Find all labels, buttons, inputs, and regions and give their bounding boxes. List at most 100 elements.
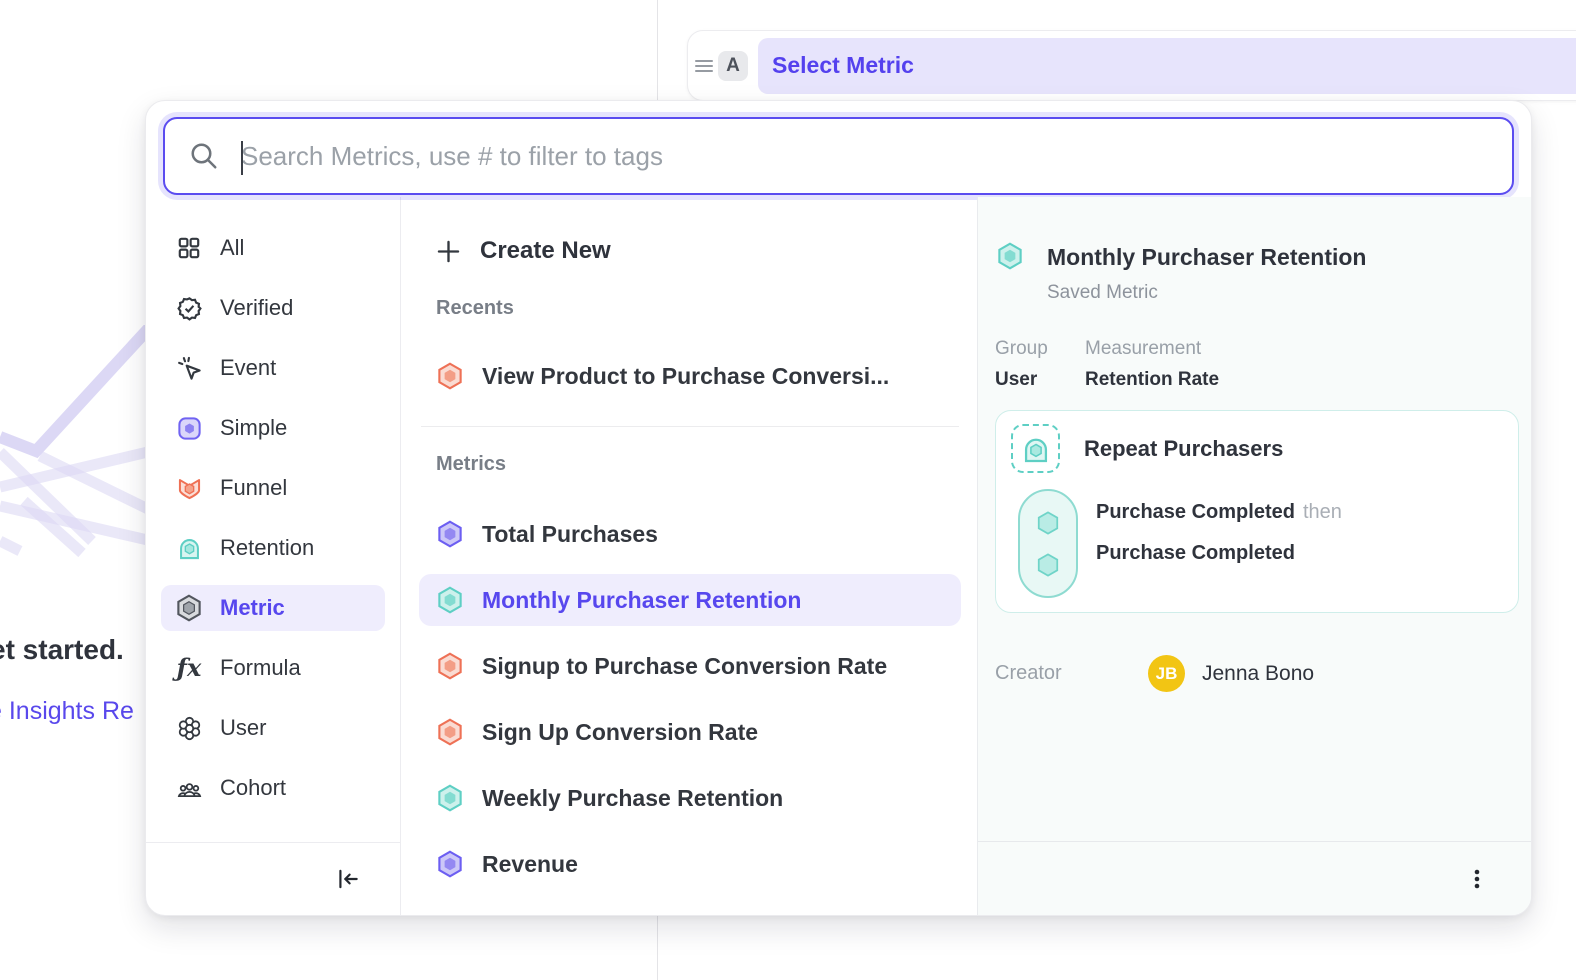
sidebar-item-all[interactable]: All <box>161 225 385 271</box>
retention-dashed-icon <box>1011 424 1060 473</box>
sidebar-item-label: Verified <box>220 295 294 320</box>
recent-item-label: View Product to Purchase Conversi... <box>482 362 890 389</box>
plus-icon <box>437 240 460 262</box>
sidebar-item-event[interactable]: Event <box>161 345 385 391</box>
metric-item-label: Revenue <box>482 850 578 877</box>
cohort-people-icon <box>175 774 203 802</box>
grid-icon <box>175 234 203 262</box>
detail-footer <box>978 841 1531 915</box>
text-caret <box>241 141 243 175</box>
metric-list: Total Purchases Monthly Purchaser Retent… <box>419 508 961 890</box>
search-box <box>163 117 1514 195</box>
verified-badge-icon <box>175 294 203 322</box>
sidebar-item-label: Metric <box>220 595 285 620</box>
metric-item-weekly-purchase-retention[interactable]: Weekly Purchase Retention <box>419 772 961 824</box>
sidebar-item-simple[interactable]: Simple <box>161 405 385 451</box>
metric-hexagon-icon <box>438 586 462 614</box>
sidebar-item-label: Simple <box>220 415 288 440</box>
metric-item-label: Sign Up Conversion Rate <box>482 718 759 745</box>
metric-item-label: Signup to Purchase Conversion Rate <box>482 652 888 679</box>
sidebar-item-label: All <box>220 235 245 260</box>
retention-metric-icon <box>175 534 203 562</box>
creator-label: Creator <box>995 662 1062 684</box>
card-title: Repeat Purchasers <box>1084 435 1284 461</box>
sidebar-item-funnel[interactable]: Funnel <box>161 465 385 511</box>
step-1-event: Purchase Completed <box>1096 501 1295 523</box>
detail-subtitle: Saved Metric <box>1047 282 1158 303</box>
event-hexagon-icon <box>1037 552 1059 577</box>
sidebar-item-cohort[interactable]: Cohort <box>161 765 385 811</box>
metric-hexagon-icon <box>438 718 462 746</box>
creator-name: Jenna Bono <box>1202 661 1315 685</box>
creator-row: Creator JB Jenna Bono <box>995 655 1519 692</box>
metric-hexagon-icon <box>438 784 462 812</box>
group-value: User <box>995 369 1038 390</box>
collapse-left-icon <box>339 869 358 889</box>
step-2-event: Purchase Completed <box>1096 542 1295 564</box>
select-metric-button[interactable]: Select Metric <box>758 37 1576 94</box>
sidebar-footer <box>146 842 400 915</box>
event-sequence-capsule <box>1018 489 1078 598</box>
event-cursor-icon <box>175 354 203 382</box>
series-a-badge[interactable]: A <box>718 50 748 81</box>
metric-hexagon-icon <box>438 652 462 680</box>
funnel-hexagon-icon <box>438 362 462 390</box>
measurement-value: Retention Rate <box>1085 369 1220 390</box>
sidebar-item-label: Event <box>220 355 277 380</box>
search-area <box>146 101 1531 197</box>
select-metric-label: Select Metric <box>772 52 914 78</box>
group-label: Group <box>995 338 1048 359</box>
metric-item-label: Total Purchases <box>482 520 658 547</box>
sidebar-item-label: Formula <box>220 655 301 680</box>
metric-picker-modal: All Verified Event <box>145 100 1532 916</box>
sidebar-item-retention[interactable]: Retention <box>161 525 385 571</box>
metric-hexagon-icon <box>438 520 462 548</box>
formula-fx-icon: ƒx <box>176 653 202 682</box>
saved-metric-hexagon-icon <box>998 242 1022 270</box>
metric-item-revenue[interactable]: Revenue <box>419 838 961 890</box>
step-connector: then <box>1302 501 1342 523</box>
metric-item-sign-up-conversion-rate[interactable]: Sign Up Conversion Rate <box>419 706 961 758</box>
measurement-label: Measurement <box>1085 338 1202 359</box>
more-options-button[interactable] <box>1455 857 1499 901</box>
retention-definition-card: Repeat Purchasers Purchase Completed then… <box>995 410 1519 613</box>
kebab-menu-icon <box>1474 869 1480 888</box>
funnel-metric-icon <box>175 474 203 502</box>
partial-insights-link[interactable]: e Insights Re <box>0 697 134 725</box>
metric-item-label: Weekly Purchase Retention <box>482 784 784 811</box>
user-flower-icon <box>175 714 203 742</box>
metric-item-monthly-purchaser-retention[interactable]: Monthly Purchaser Retention <box>419 574 961 626</box>
sidebar-item-formula[interactable]: ƒx Formula <box>161 645 385 691</box>
creator-avatar: JB <box>1148 655 1185 692</box>
collapse-sidebar-button[interactable] <box>326 857 370 901</box>
sidebar-item-verified[interactable]: Verified <box>161 285 385 331</box>
sidebar-item-label: User <box>220 715 267 740</box>
decorative-chart-lines <box>0 325 152 558</box>
metrics-heading: Metrics <box>436 453 507 475</box>
create-new-label: Create New <box>480 237 611 264</box>
search-icon <box>191 143 217 169</box>
metric-item-label: Monthly Purchaser Retention <box>482 586 802 613</box>
simple-metric-icon <box>175 414 203 442</box>
section-divider <box>421 426 959 427</box>
filter-sidebar: All Verified Event <box>146 197 401 915</box>
metric-list-panel: Create New Recents View Product to Purch… <box>401 197 977 915</box>
recents-heading: Recents <box>436 297 514 319</box>
search-input[interactable] <box>219 119 1512 193</box>
metric-hexagon-icon <box>438 850 462 878</box>
event-hexagon-icon <box>1037 510 1059 535</box>
sidebar-item-user[interactable]: User <box>161 705 385 751</box>
metric-item-signup-to-purchase-conversion-rate[interactable]: Signup to Purchase Conversion Rate <box>419 640 961 692</box>
metric-detail-panel: Monthly Purchaser Retention Saved Metric… <box>977 197 1531 915</box>
metric-hexagon-icon <box>175 594 203 622</box>
sidebar-item-metric[interactable]: Metric <box>161 585 385 631</box>
sidebar-item-label: Funnel <box>220 475 288 500</box>
detail-meta: Group User Measurement Retention Rate <box>995 334 1519 396</box>
detail-title: Monthly Purchaser Retention <box>1047 244 1367 270</box>
metric-item-total-purchases[interactable]: Total Purchases <box>419 508 961 560</box>
sidebar-item-label: Retention <box>220 535 315 560</box>
create-new-button[interactable]: Create New <box>419 227 961 275</box>
drag-handle-icon[interactable] <box>695 59 713 72</box>
recent-item[interactable]: View Product to Purchase Conversi... <box>419 350 961 402</box>
sidebar-item-label: Cohort <box>220 775 287 800</box>
